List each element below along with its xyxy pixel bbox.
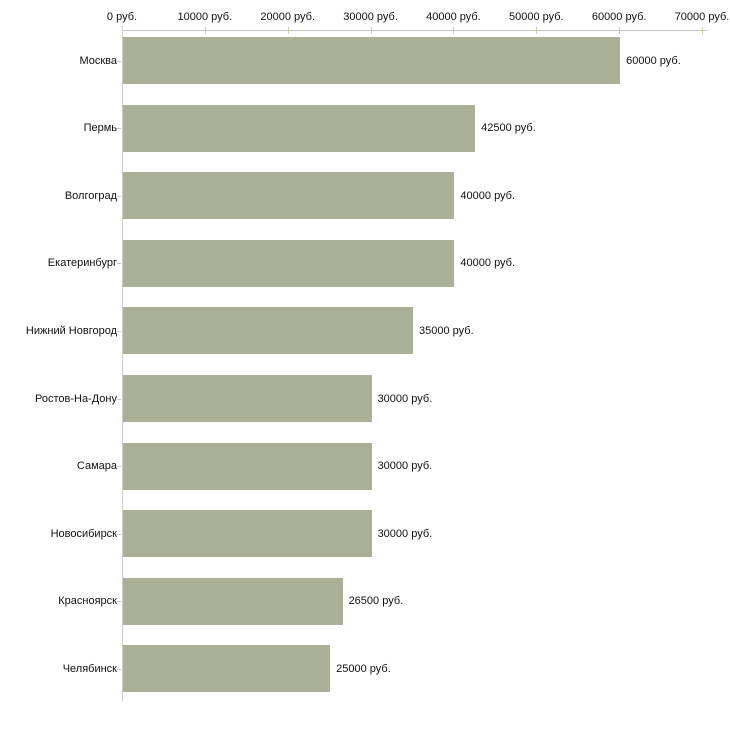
category-label: Екатеринбург (47, 257, 117, 270)
x-axis-tick-mark (453, 27, 455, 34)
bar (123, 645, 331, 693)
x-axis-tick-label: 10000 руб. (177, 11, 233, 23)
category-tick-mark (117, 669, 121, 670)
category-label: Самара (76, 460, 117, 473)
x-axis-tick-label: 40000 руб. (426, 11, 481, 23)
category-tick-mark (117, 534, 121, 535)
x-axis-tick-mark (619, 27, 621, 34)
category-tick-mark (117, 263, 121, 264)
value-label: 42500 руб. (481, 122, 536, 135)
category-tick-mark (117, 399, 121, 400)
x-axis-tick-label: 70000 руб. (674, 11, 730, 23)
bar (123, 307, 413, 355)
bar (123, 442, 372, 490)
category-label: Нижний Новгород (25, 324, 117, 337)
x-axis-tick-label: 30000 руб. (343, 11, 398, 23)
category-tick-mark (117, 61, 121, 62)
category-tick-mark (117, 466, 121, 467)
bar (123, 37, 621, 84)
value-label: 25000 руб. (336, 662, 391, 675)
category-tick-mark (117, 601, 121, 602)
x-axis-tick-label: 20000 руб. (260, 11, 316, 23)
x-axis-tick-label: 50000 руб. (508, 11, 564, 23)
value-label: 26500 руб. (348, 595, 404, 608)
x-axis-tick-mark (370, 27, 372, 34)
value-label: 30000 руб. (377, 392, 433, 405)
bar (123, 577, 343, 625)
y-axis-line (122, 26, 123, 701)
value-label: 40000 руб. (460, 189, 516, 202)
category-label: Пермь (83, 122, 117, 135)
category-tick-mark (117, 331, 121, 332)
x-axis-line (122, 30, 707, 31)
category-label: Красноярск (58, 595, 117, 608)
x-axis-tick-mark (287, 27, 289, 34)
x-axis-tick-mark (536, 27, 538, 34)
category-label: Волгоград (64, 189, 117, 202)
category-label: Ростов-На-Дону (34, 392, 117, 405)
x-axis-tick-label: 60000 руб. (591, 11, 647, 23)
x-axis-tick-mark (702, 27, 703, 34)
value-label: 30000 руб. (377, 460, 433, 473)
value-label: 60000 руб. (626, 54, 681, 67)
x-axis-tick-mark (204, 27, 206, 34)
category-label: Москва (79, 54, 117, 67)
category-tick-mark (117, 196, 121, 197)
value-label: 35000 руб. (419, 324, 474, 337)
category-tick-mark (117, 128, 121, 129)
bar (123, 375, 372, 422)
bar (123, 104, 476, 152)
bar (123, 510, 372, 558)
value-label: 30000 руб. (377, 527, 433, 540)
bar (123, 172, 455, 220)
value-label: 40000 руб. (460, 257, 516, 270)
category-label: Челябинск (62, 662, 117, 675)
bar (123, 239, 455, 287)
x-axis-tick-label: 0 руб. (106, 11, 138, 23)
category-label: Новосибирск (50, 527, 117, 540)
